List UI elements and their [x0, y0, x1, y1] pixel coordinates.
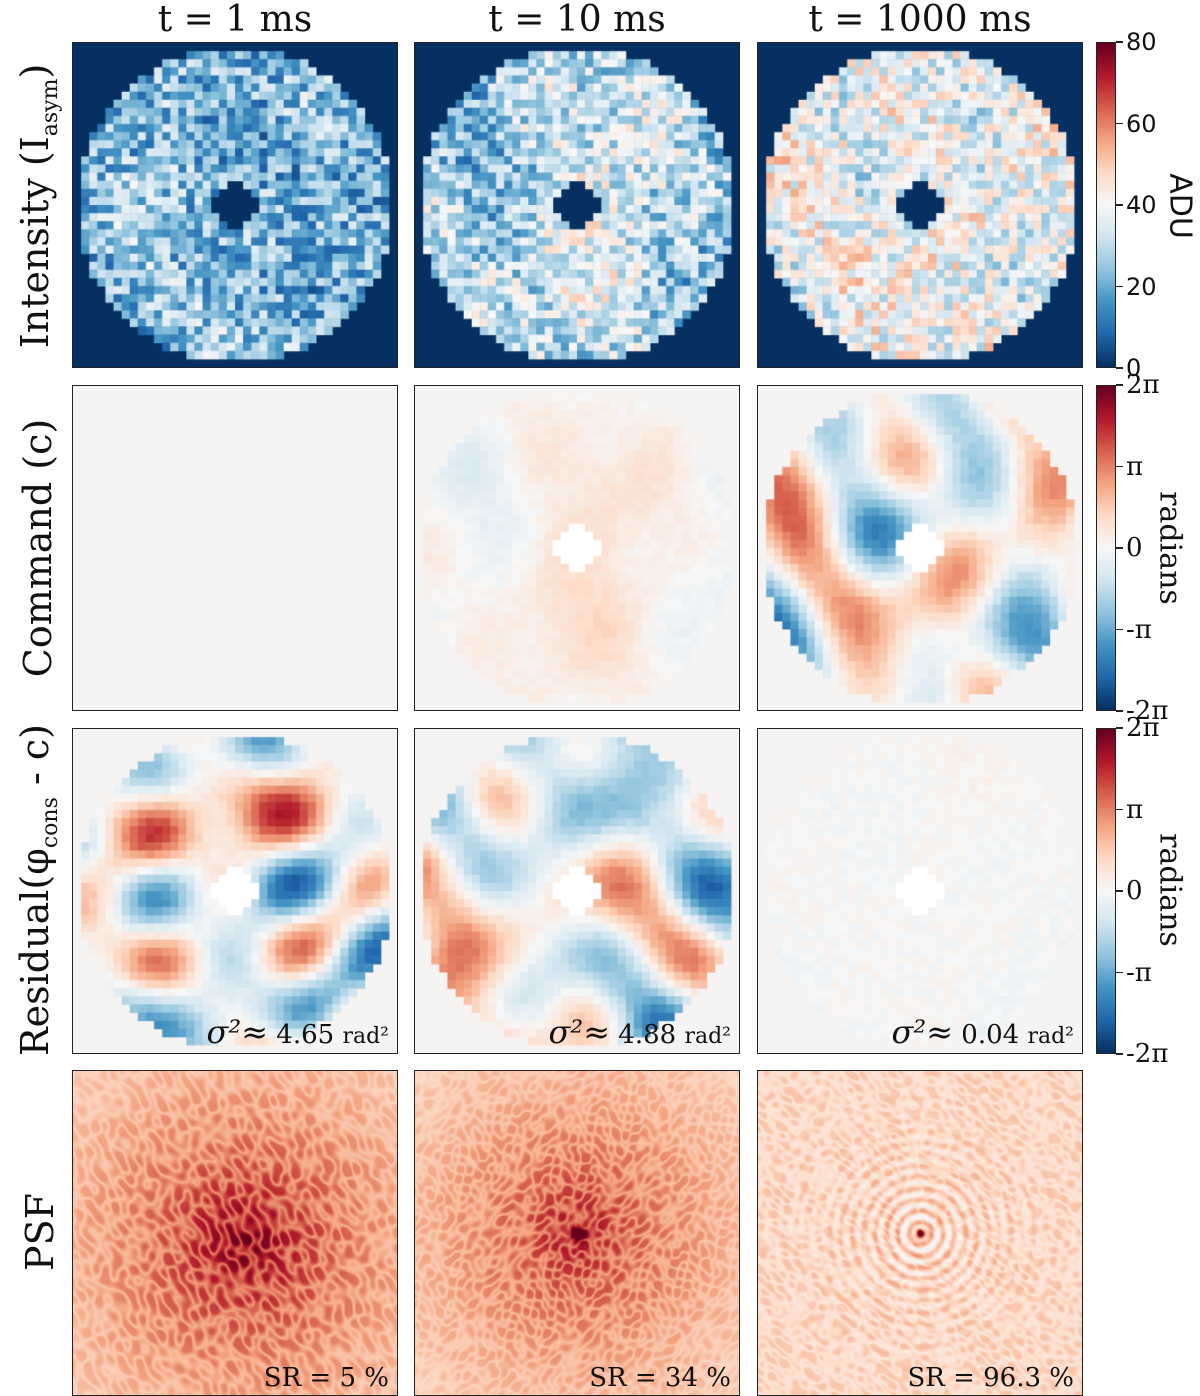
intensity-colorbar-tick-label: 60: [1126, 109, 1157, 138]
residual-colorbar-tick: [1116, 890, 1123, 892]
intensity-colorbar-tick: [1116, 204, 1123, 206]
column-title-1ms: t = 1 ms: [157, 0, 313, 40]
intensity-panel-1000ms: [757, 42, 1083, 368]
intensity-panel-10ms: [414, 42, 740, 368]
residual-map-10ms: [415, 729, 739, 1053]
command-panel-10ms: [414, 385, 740, 711]
residual-map-1000ms: [758, 729, 1082, 1053]
intensity-colorbar-tick: [1116, 367, 1123, 369]
intensity-colorbar-tick-label: 0: [1126, 354, 1142, 382]
intensity-colorbar-tick-label: 40: [1126, 191, 1157, 219]
residual-colorbar-label: radians: [1152, 833, 1188, 947]
residual-colorbar-tick-label: -π: [1126, 957, 1152, 988]
command-map-1000ms: [758, 386, 1082, 710]
command-map-1ms: [73, 386, 397, 710]
intensity-colorbar-tick-label: 80: [1126, 28, 1157, 56]
residual-colorbar: [1096, 728, 1116, 1054]
residual-variance-10ms: σ²≈ 4.88 rad²: [548, 1013, 731, 1051]
command-map-10ms: [415, 386, 739, 710]
command-colorbar-tick-label: 0: [1126, 533, 1143, 563]
column-title-1000ms: t = 1000 ms: [808, 0, 1032, 40]
row-label-residual: Residual(φcons - c): [13, 724, 63, 1056]
row-label-intensity: Intensity (Iasym): [13, 63, 63, 349]
strehl-ratio-1ms: SR = 5 %: [263, 1363, 389, 1393]
command-colorbar-tick: [1116, 547, 1123, 549]
residual-colorbar-tick: [1116, 971, 1123, 974]
psf-panel-10ms: SR = 34 %: [414, 1070, 740, 1396]
residual-colorbar-tick-label: 2π: [1126, 713, 1160, 743]
residual-colorbar-tick-label: π: [1126, 794, 1144, 825]
intensity-colorbar-tick: [1116, 41, 1123, 43]
intensity-panel-1ms: [72, 42, 398, 368]
column-title-10ms: t = 10 ms: [488, 0, 666, 40]
intensity-colorbar-label: ADU: [1162, 173, 1198, 239]
psf-image-1000ms: [758, 1071, 1082, 1395]
command-panel-1ms: [72, 385, 398, 711]
intensity-colorbar-tick-label: 20: [1126, 272, 1157, 301]
intensity-map-1ms: [73, 43, 397, 367]
residual-colorbar-tick-label: -2π: [1126, 1039, 1169, 1069]
command-colorbar-tick-label: 2π: [1126, 370, 1160, 400]
command-colorbar-gradient: [1097, 386, 1115, 710]
residual-panel-1000ms: σ²≈ 0.04 rad²: [757, 728, 1083, 1054]
psf-image-1ms: [73, 1071, 397, 1395]
residual-variance-1000ms: σ²≈ 0.04 rad²: [891, 1013, 1074, 1051]
row-label-command: Command (c): [16, 418, 60, 678]
residual-panel-10ms: σ²≈ 4.88 rad²: [414, 728, 740, 1054]
residual-map-1ms: [73, 729, 397, 1053]
command-colorbar-tick: [1116, 628, 1123, 631]
strehl-ratio-1000ms: SR = 96.3 %: [907, 1363, 1074, 1393]
intensity-colorbar-tick: [1116, 122, 1123, 125]
command-colorbar: [1096, 385, 1116, 711]
intensity-map-1000ms: [758, 43, 1082, 367]
command-colorbar-tick: [1116, 465, 1123, 468]
intensity-colorbar-gradient: [1097, 43, 1115, 367]
command-colorbar-tick: [1116, 384, 1123, 386]
residual-colorbar-tick: [1116, 1053, 1123, 1055]
intensity-map-10ms: [415, 43, 739, 367]
residual-variance-1ms: σ²≈ 4.65 rad²: [206, 1013, 389, 1051]
residual-panel-1ms: σ²≈ 4.65 rad²: [72, 728, 398, 1054]
residual-colorbar-tick: [1116, 808, 1123, 811]
psf-image-10ms: [415, 1071, 739, 1395]
psf-panel-1000ms: SR = 96.3 %: [757, 1070, 1083, 1396]
residual-colorbar-tick: [1116, 727, 1123, 729]
psf-panel-1ms: SR = 5 %: [72, 1070, 398, 1396]
residual-colorbar-tick-label: 0: [1126, 876, 1143, 906]
strehl-ratio-10ms: SR = 34 %: [589, 1363, 731, 1393]
command-colorbar-tick-label: π: [1126, 451, 1144, 482]
row-label-psf: PSF: [18, 1193, 62, 1271]
command-colorbar-tick-label: -π: [1126, 614, 1152, 645]
command-panel-1000ms: [757, 385, 1083, 711]
command-colorbar-label: radians: [1152, 491, 1188, 605]
command-colorbar-tick-label: -2π: [1126, 696, 1169, 726]
command-colorbar-tick: [1116, 710, 1123, 712]
intensity-colorbar-tick: [1116, 285, 1123, 288]
intensity-colorbar: [1096, 42, 1116, 368]
residual-colorbar-gradient: [1097, 729, 1115, 1053]
